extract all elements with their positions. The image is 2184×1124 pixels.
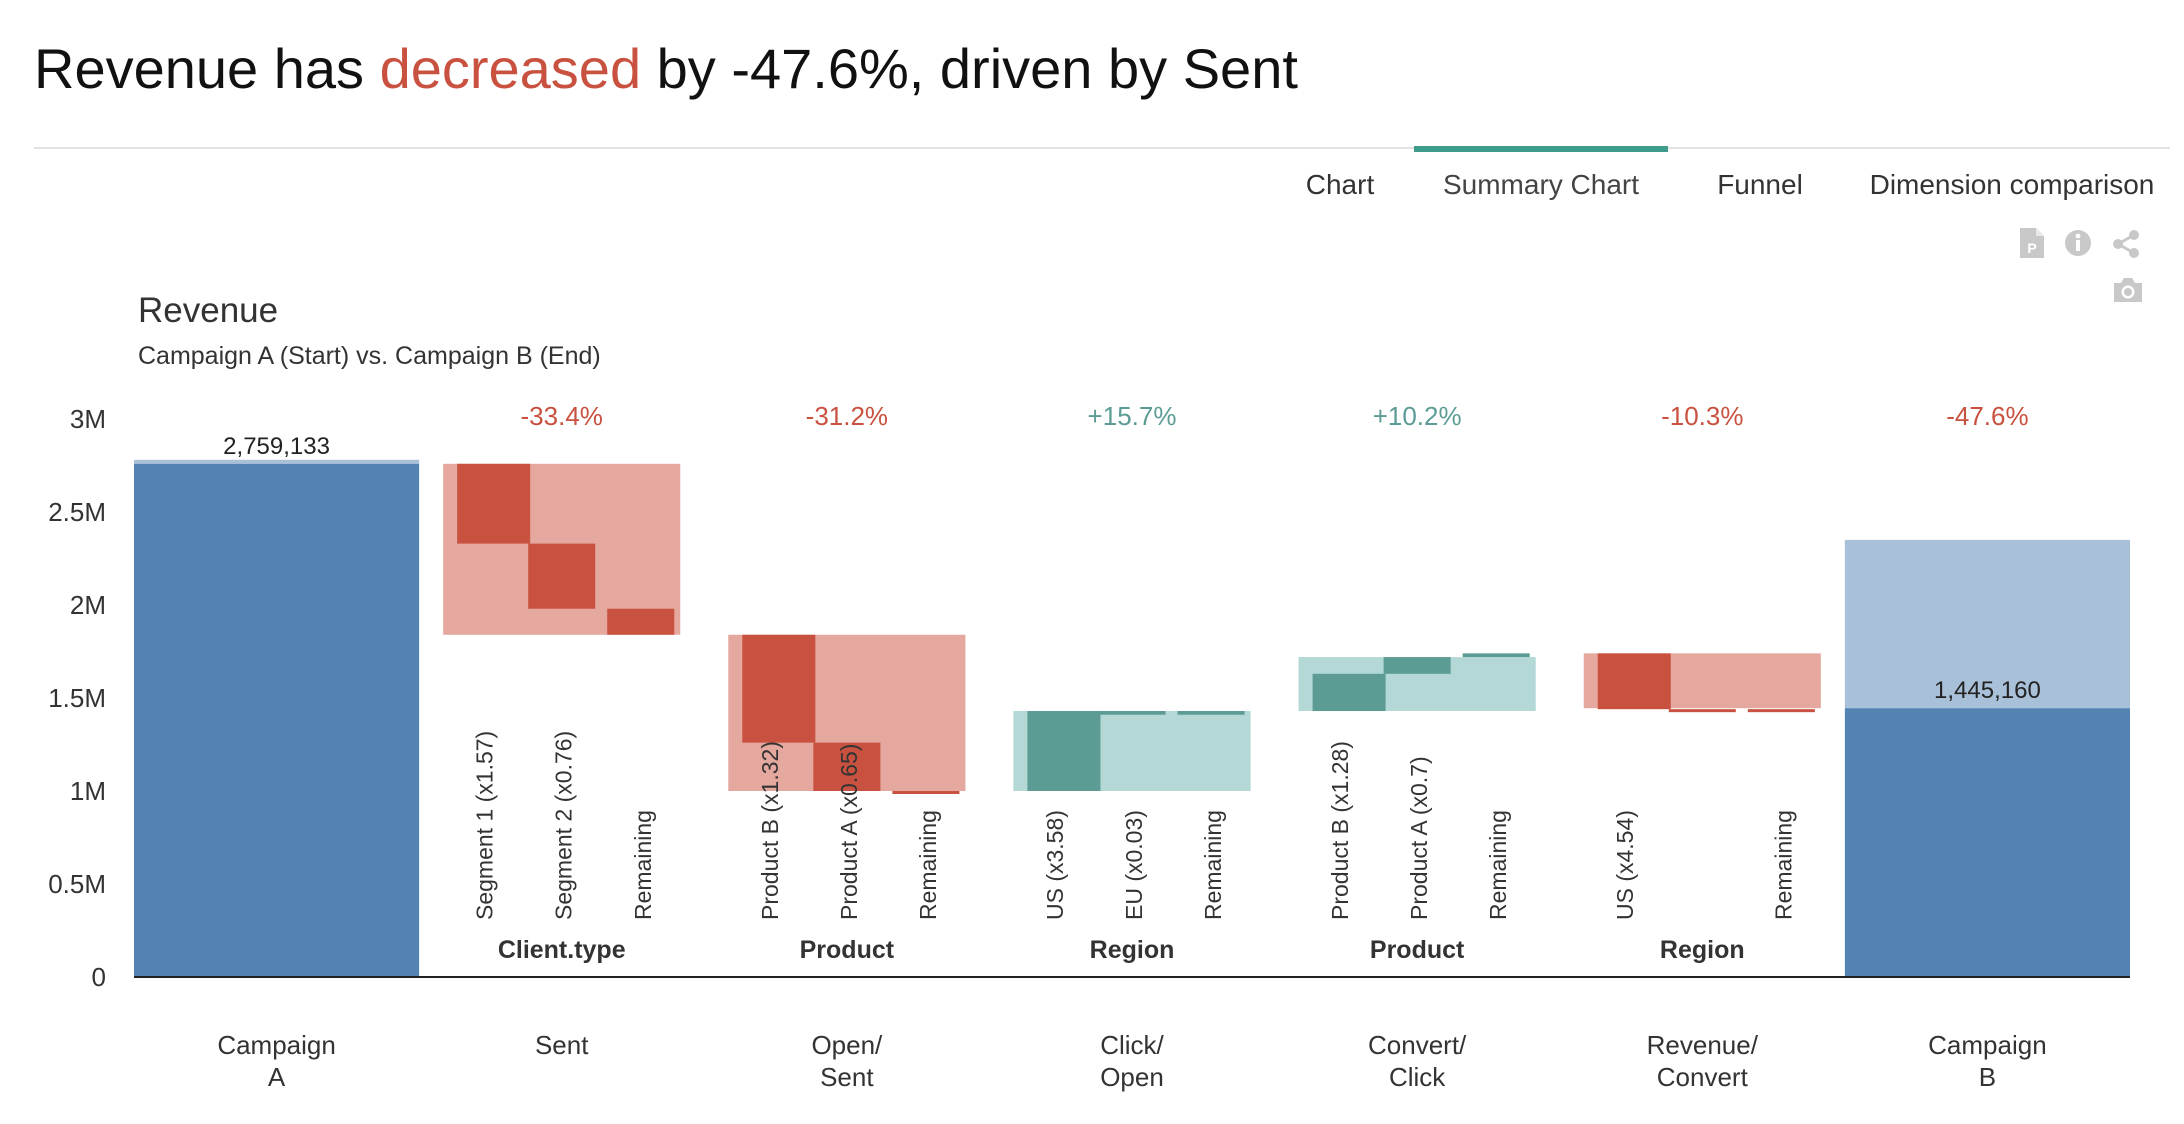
step-part-bar [1597,653,1671,710]
header-divider [34,147,2170,149]
headline-prefix: Revenue has [34,37,365,100]
chart-title: Revenue [138,291,278,330]
view-tabs: Chart Summary Chart Funnel Dimension com… [1280,146,2170,222]
y-tick-label: 2M [70,590,106,620]
pdf-icon[interactable]: P [2018,226,2046,260]
step-pct-label: +15.7% [1088,401,1177,431]
step-pct-label: -31.2% [806,401,888,431]
part-label: Remaining [630,810,656,920]
step-part-bar [1668,709,1736,713]
camera-icon[interactable] [2111,276,2145,304]
tab-funnel[interactable]: Funnel [1680,149,1840,219]
x-category-label: Convert/Click [1368,1030,1467,1092]
part-label: US (x3.58) [1042,810,1068,920]
info-icon[interactable] [2063,228,2093,258]
step-part-bar [813,742,881,791]
step-part-bar [742,634,816,743]
part-label: EU (x0.03) [1121,810,1147,920]
step-part-bar [1312,673,1386,712]
dimension-label: Product [800,936,895,964]
x-category-label: Sent [535,1030,589,1060]
part-label: US (x4.54) [1612,810,1638,920]
share-icon[interactable] [2110,228,2142,260]
step-part-bar [607,608,675,635]
headline-suffix: by -47.6%, driven by Sent [656,37,1298,100]
start-value-label: 2,759,133 [223,433,330,460]
start-bar [134,463,420,977]
tab-chart[interactable]: Chart [1280,149,1400,219]
y-tick-label: 3M [70,404,106,434]
part-label: Product A (x0.7) [1406,756,1432,920]
step-part-bar [528,543,596,609]
y-tick-label: 0.5M [48,869,106,899]
part-label: Remaining [1770,810,1796,920]
tab-dimension-comparison[interactable]: Dimension comparison [1854,149,2170,219]
step-part-bar [1177,711,1245,715]
part-label: Product B (x1.28) [1327,741,1353,920]
x-category-label: Open/Sent [811,1030,883,1092]
headline-highlight: decreased [379,37,642,100]
x-category-label: Campaign A [217,1030,336,1092]
part-label: Remaining [1200,810,1226,920]
step-pct-label: +10.2% [1373,401,1462,431]
tab-summary-chart[interactable]: Summary Chart [1414,146,1668,222]
step-part-bar [457,463,531,544]
step-part-bar [1098,711,1166,715]
step-pct-label: -33.4% [521,401,603,431]
dimension-label: Region [1090,936,1175,964]
tab-label: Summary Chart [1442,169,1640,200]
x-category-label: Click/Open [1100,1030,1164,1092]
part-label: Product B (x1.32) [757,741,783,920]
dimension-label: Product [1370,936,1465,964]
dimension-label: Client.type [498,936,626,964]
tab-label: Chart [1305,169,1375,200]
step-pct-label: -10.3% [1661,401,1743,431]
y-tick-label: 2.5M [48,497,106,527]
x-category-label: Campaign B [1928,1030,2047,1092]
chart-subtitle: Campaign A (Start) vs. Campaign B (End) [138,342,601,370]
part-label: Remaining [1485,810,1511,920]
svg-text:P: P [2027,240,2036,256]
part-label: Segment 1 (x1.57) [472,731,498,920]
step-part-bar [892,791,960,794]
part-label: Product A (x0.65) [836,744,862,920]
start-bar-cap [134,459,420,464]
y-tick-label: 1M [70,776,106,806]
y-tick-label: 1.5M [48,683,106,713]
y-tick-label: 0 [92,962,106,992]
headline: Revenue has decreased by -47.6%, driven … [34,36,1298,101]
step-part-bar [1027,711,1101,791]
tab-label: Funnel [1717,169,1803,200]
end-value-label: 1,445,160 [1934,677,2041,704]
x-category-label: Revenue/Convert [1647,1030,1759,1092]
tab-label: Dimension comparison [1869,169,2155,200]
dimension-label: Region [1660,936,1745,964]
end-bar-reference [1844,539,2130,709]
part-label: Segment 2 (x0.76) [551,731,577,920]
step-part-bar [1462,653,1530,658]
step-part-bar [1383,657,1451,674]
part-label: Remaining [915,810,941,920]
end-pct-label: -47.6% [1946,401,2028,431]
end-bar [1844,708,2130,977]
step-part-bar [1747,709,1815,713]
